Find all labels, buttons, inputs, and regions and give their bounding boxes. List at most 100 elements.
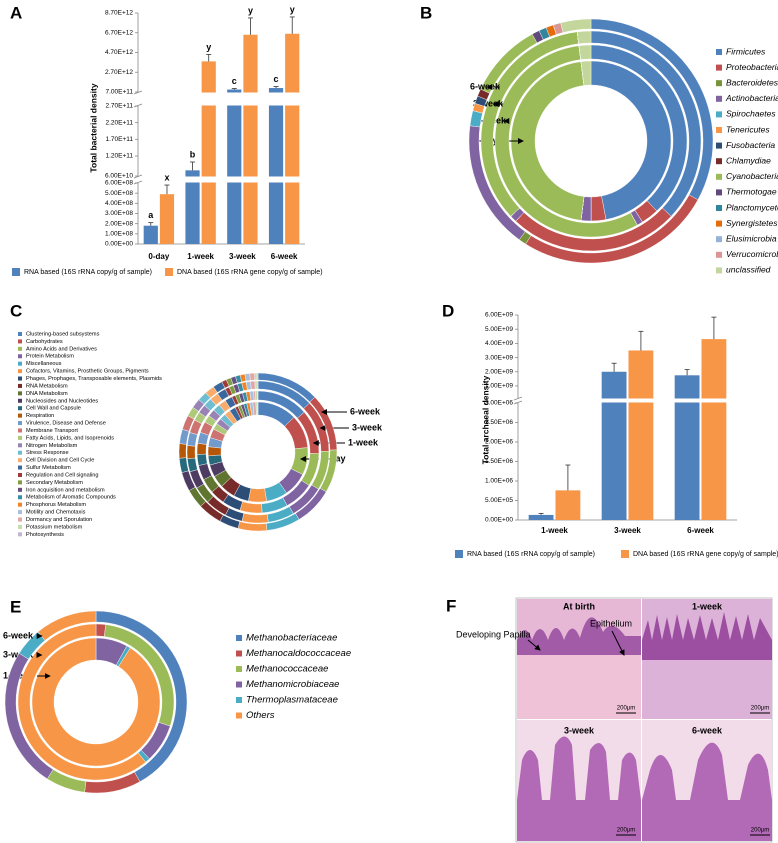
y-tick-label: 2.00E+09 — [485, 368, 513, 375]
y-tick-label: 7.00E+11 — [105, 89, 133, 96]
ring-label: 6-week — [350, 406, 381, 416]
bar — [628, 350, 654, 520]
legend-label: Nucleosides and Nucleotides — [26, 398, 98, 404]
axis-break — [139, 92, 306, 106]
significance-label: b — [190, 149, 196, 159]
legend-label: Chlamydiae — [726, 155, 771, 165]
arrow — [611, 630, 625, 656]
scale-bar-label: 200μm — [617, 706, 635, 712]
legend-swatch — [18, 346, 22, 351]
y-tick-label: 0.00E+00 — [485, 517, 513, 524]
legend-swatch — [18, 413, 22, 418]
legend-swatch — [18, 443, 22, 448]
ring-label: 6-week — [470, 81, 501, 91]
y-tick-label: 1.00E+06 — [485, 478, 513, 485]
y-tick-label: 2.70E+12 — [105, 69, 133, 76]
bar — [601, 371, 627, 520]
panel-letter: F — [446, 596, 456, 615]
legend-swatch — [18, 354, 22, 359]
legend-label: Cofactors, Vitamins, Prosthetic Groups, … — [26, 369, 149, 375]
x-tick-label: 3-week — [229, 252, 256, 261]
ring-segment — [256, 380, 259, 390]
legend-label: Cell Division and Cell Cycle — [26, 458, 94, 464]
legend-label: Secondary Metabolism — [26, 480, 83, 486]
x-tick-label: 1-week — [187, 252, 214, 261]
legend-swatch — [18, 524, 22, 529]
bar — [159, 194, 175, 244]
legend-label: RNA based (16S rRNA copy/g of sample) — [467, 551, 595, 558]
y-tick-label: 2.00E+06 — [485, 439, 513, 446]
legend-swatch — [716, 127, 722, 133]
legend-label: Regulation and Cell signaling — [26, 472, 98, 478]
legend-label: Elusimicrobia — [726, 233, 777, 243]
ring-segment — [244, 373, 251, 382]
ring-segment — [510, 61, 585, 221]
legend-label: Phosphorus Metabolism — [26, 502, 86, 508]
ring-segment — [590, 60, 672, 220]
tissue — [517, 617, 641, 655]
ring-segment — [254, 380, 258, 390]
legend-label: DNA based (16S rRNA gene copy/g of sampl… — [177, 269, 323, 276]
ring-label: 3-week — [352, 422, 383, 432]
legend-label: Spirochaetes — [726, 109, 776, 119]
legend-label: Cyanobacteria — [726, 171, 778, 181]
legend-label: Bacteroidetes — [726, 77, 778, 87]
legend-swatch — [236, 712, 242, 719]
bar — [201, 61, 216, 245]
legend-label: Others — [246, 710, 275, 721]
ring-segment — [37, 610, 97, 641]
panel-letter: D — [442, 301, 454, 320]
y-tick-label: 1.70E+11 — [105, 136, 133, 143]
bar — [674, 375, 700, 520]
bar — [555, 490, 581, 520]
legend-label: Fusobacteria — [726, 140, 775, 150]
ring-segment — [178, 443, 187, 459]
ring-segment — [254, 372, 258, 381]
tissue — [642, 612, 772, 660]
legend-label: Nitrogen Metabolism — [26, 443, 78, 449]
scale-bar-label: 200μm — [751, 706, 769, 712]
significance-label: x — [164, 172, 169, 182]
y-tick-label: 4.70E+12 — [105, 49, 133, 56]
x-tick-label: 1-week — [541, 526, 568, 535]
panel-letter: E — [10, 597, 21, 616]
bar — [243, 34, 258, 244]
image-title: 3-week — [564, 725, 595, 735]
legend-swatch — [716, 64, 722, 71]
legend-swatch — [716, 173, 722, 180]
legend-swatch — [236, 697, 242, 703]
ring-segment — [239, 501, 263, 514]
legend-swatch — [716, 158, 722, 165]
significance-label: y — [206, 42, 211, 52]
x-tick-label: 3-week — [614, 526, 641, 535]
tissue — [517, 655, 641, 719]
ring-segment — [257, 390, 259, 401]
y-tick-label: 3.00E+09 — [485, 354, 513, 361]
significance-label: c — [232, 76, 237, 86]
legend-swatch — [18, 532, 22, 537]
legend-label: Iron acquisition and metabolism — [26, 487, 105, 493]
y-tick-label: 6.00E+10 — [105, 173, 133, 180]
tissue — [517, 736, 641, 841]
legend-label: Dormancy and Sporulation — [26, 517, 92, 523]
legend-swatch — [18, 502, 22, 507]
legend-label: DNA based (16S rRNA gene copy/g of sampl… — [633, 551, 778, 558]
legend-label: Photosynthesis — [26, 532, 64, 538]
ring-label: 6-week — [3, 630, 34, 640]
legend-label: Clustering-based subsystems — [26, 331, 100, 337]
axis-break-mark — [133, 90, 143, 95]
ring-segment — [187, 432, 198, 447]
legend-swatch — [18, 339, 22, 344]
legend-label: Cell Wall and Capsule — [26, 406, 81, 412]
legend-label: Tenericutes — [726, 124, 770, 134]
legend-swatch — [716, 189, 722, 196]
legend-label: Actinobacteria — [725, 93, 778, 103]
y-tick-label: 1.00E+09 — [485, 383, 513, 390]
legend-swatch — [18, 458, 22, 463]
y-tick-label: 3.00E+06 — [485, 400, 513, 407]
axis-break-mark — [133, 174, 143, 179]
ring-segment — [255, 390, 258, 401]
significance-label: c — [274, 74, 279, 84]
legend-label: Firmicutes — [726, 46, 766, 56]
x-tick-label: 6-week — [271, 252, 298, 261]
